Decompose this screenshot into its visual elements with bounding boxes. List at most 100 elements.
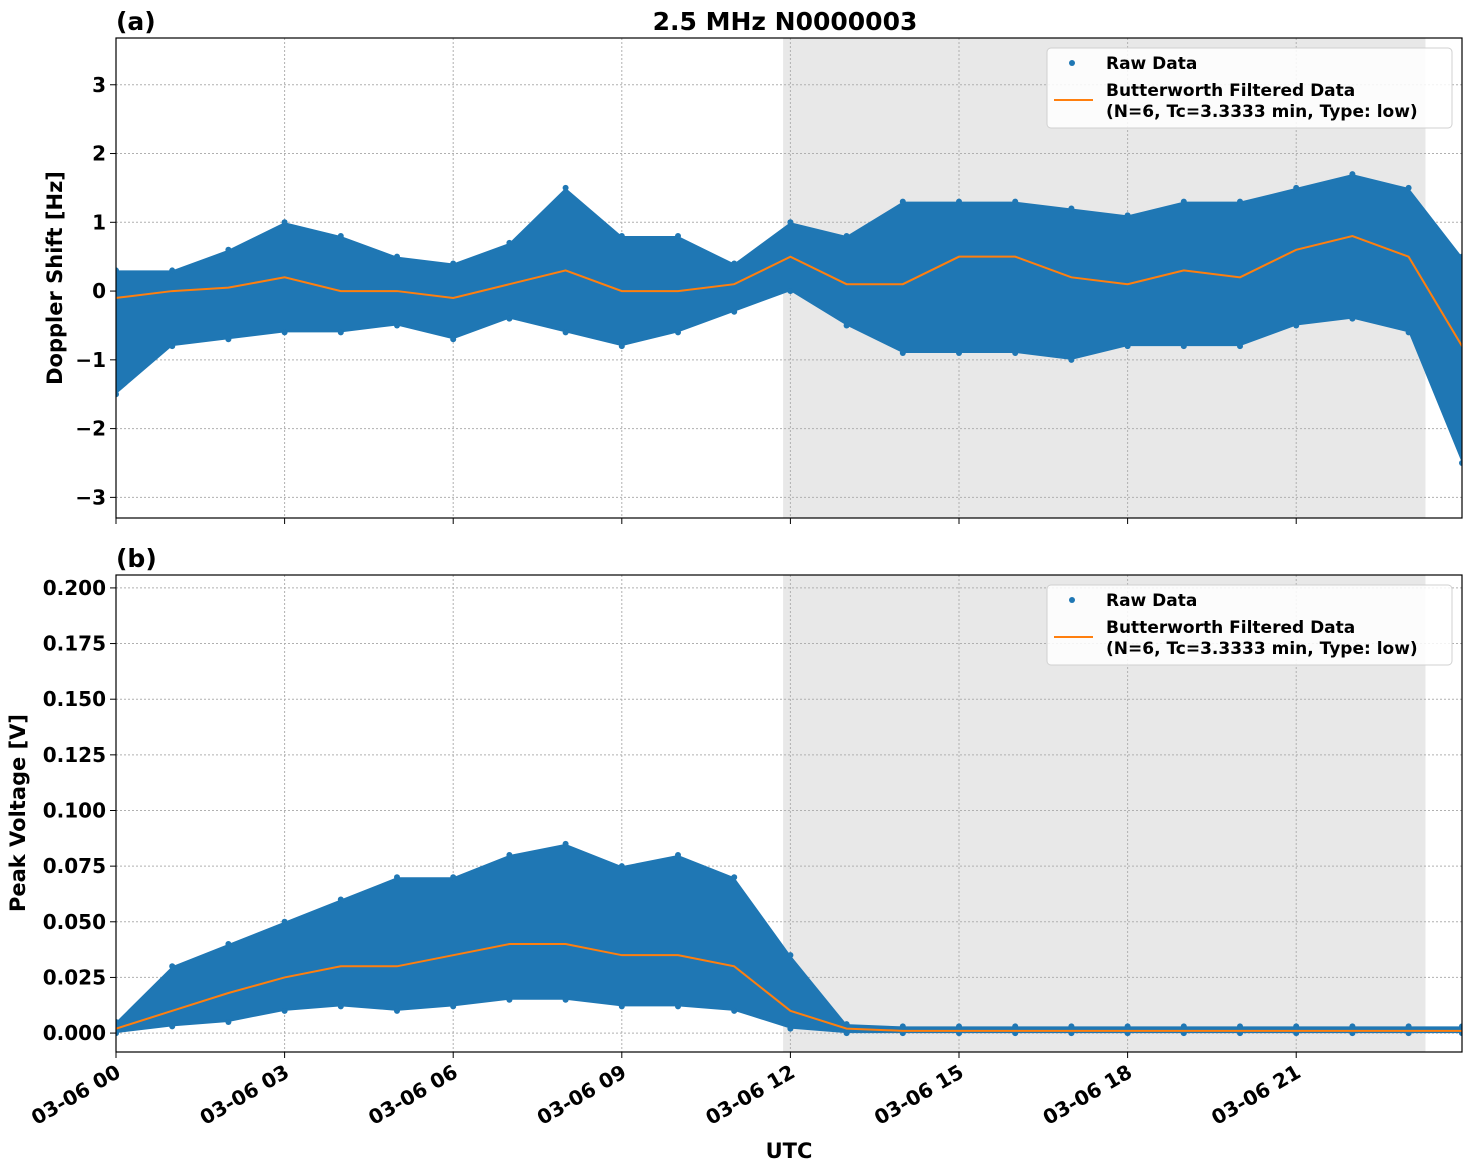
legend-box — [1046, 584, 1453, 666]
axes-frame — [115, 37, 1463, 519]
raw-data-point — [675, 852, 682, 859]
y-axis-label-a: Doppler Shift [Hz] — [43, 171, 67, 385]
x-tick-label: 03-06 03 — [196, 1060, 294, 1130]
raw-data-point — [450, 260, 457, 267]
raw-data-point — [899, 1023, 906, 1030]
raw-data-point — [1405, 329, 1412, 336]
raw-data-point — [618, 1003, 625, 1010]
raw-data-point — [1068, 356, 1075, 363]
raw-data-band — [116, 843, 1462, 1034]
legend-box — [1046, 47, 1453, 129]
raw-data-point — [1349, 315, 1356, 322]
raw-data-point — [956, 349, 963, 356]
legend: Raw Data Butterworth Filtered Data(N=6, T… — [1046, 584, 1453, 666]
raw-data-point — [450, 336, 457, 343]
raw-data-point — [116, 1018, 119, 1025]
x-tick-label: 03-06 18 — [1039, 1060, 1137, 1130]
raw-data-point — [618, 863, 625, 870]
panel-a: −3 −2 −1 0 1 2 3 Raw Data Butterworth Filtered D… — [75, 37, 1463, 524]
raw-data-point — [1293, 184, 1300, 191]
raw-data-point — [562, 329, 569, 336]
raw-data-point — [675, 233, 682, 240]
raw-data-point — [394, 322, 401, 329]
raw-data-point — [899, 349, 906, 356]
raw-data-point — [1349, 1023, 1356, 1030]
raw-data-point — [675, 1003, 682, 1010]
y-tick-label: 0.025 — [43, 965, 106, 989]
y-tick-label: 0.050 — [43, 910, 106, 934]
raw-data-point — [394, 874, 401, 881]
raw-data-point — [1012, 1023, 1019, 1030]
y-tick-label: 0.000 — [43, 1021, 106, 1045]
y-tick-label: 3 — [92, 73, 106, 97]
raw-data-point — [956, 198, 963, 205]
legend-filtered-params: (N=6, Tc=3.3333 min, Type: low) — [1106, 639, 1418, 659]
raw-data-point — [843, 233, 850, 240]
raw-data-point — [731, 1007, 738, 1014]
x-tick-label: 03-06 15 — [870, 1060, 968, 1130]
y-tick-label: 1 — [92, 210, 106, 234]
raw-data-point — [1237, 343, 1244, 350]
raw-data-point — [281, 1007, 288, 1014]
legend-raw-label: Raw Data — [1106, 591, 1197, 611]
legend: Raw Data Butterworth Filtered Data(N=6, T… — [1046, 47, 1453, 129]
y-tick-label: 0 — [92, 279, 106, 303]
x-tick-label: 03-06 00 — [27, 1060, 125, 1130]
plot-area — [116, 840, 1462, 1037]
raw-data-point — [1293, 322, 1300, 329]
raw-data-point — [1180, 198, 1187, 205]
x-axis-label: UTC — [766, 1139, 813, 1163]
raw-data-point — [1459, 1023, 1462, 1030]
raw-data-band — [116, 174, 1462, 463]
raw-data-point — [843, 1030, 850, 1037]
legend-filtered-params: (N=6, Tc=3.3333 min, Type: low) — [1106, 102, 1418, 122]
axes-frame — [115, 574, 1463, 1053]
raw-data-point — [225, 246, 232, 253]
filtered-data-line — [116, 235, 1462, 347]
raw-data-point — [731, 308, 738, 315]
raw-data-point — [506, 315, 513, 322]
y-tick-label: 0.175 — [43, 632, 106, 656]
raw-data-point — [731, 874, 738, 881]
raw-data-point — [1012, 198, 1019, 205]
raw-data-point — [1068, 1023, 1075, 1030]
raw-data-point — [394, 1007, 401, 1014]
raw-data-point — [1459, 253, 1462, 260]
chart-title: 2.5 MHz N0000003 — [653, 7, 918, 36]
panel-label-b: (b) — [116, 544, 157, 573]
raw-data-point — [169, 1023, 176, 1030]
raw-data-point — [1068, 205, 1075, 212]
x-tick-label: 03-06 21 — [1207, 1060, 1305, 1130]
raw-data-point — [337, 896, 344, 903]
raw-data-point — [1180, 343, 1187, 350]
y-tick-label: 2 — [92, 142, 106, 166]
raw-data-point — [281, 329, 288, 336]
raw-data-point — [675, 329, 682, 336]
y-tick-label: −1 — [75, 348, 106, 372]
panel-label-a: (a) — [116, 7, 156, 36]
raw-data-point — [116, 391, 119, 398]
raw-data-point — [1180, 1023, 1187, 1030]
raw-data-point — [1405, 1023, 1412, 1030]
filtered-data-line — [116, 943, 1462, 1032]
raw-data-point — [731, 260, 738, 267]
raw-data-point — [1124, 343, 1131, 350]
raw-data-point — [225, 336, 232, 343]
x-tick-label: 03-06 12 — [701, 1060, 799, 1130]
y-tick-label: 0.200 — [43, 576, 106, 600]
raw-data-point — [169, 267, 176, 274]
raw-data-point — [787, 952, 794, 959]
raw-data-point — [1237, 198, 1244, 205]
raw-data-point — [450, 1003, 457, 1010]
raw-data-point — [225, 941, 232, 948]
raw-data-point — [1405, 184, 1412, 191]
raw-data-point — [116, 267, 119, 274]
raw-data-point — [787, 288, 794, 295]
y-tick-label: −3 — [75, 485, 106, 509]
raw-data-point — [281, 918, 288, 925]
panel-b: 0.000 0.025 0.050 0.075 0.100 0.125 0.150 0.175… — [27, 574, 1463, 1130]
raw-data-point — [506, 239, 513, 246]
raw-data-point — [787, 219, 794, 226]
raw-data-point — [1124, 212, 1131, 219]
